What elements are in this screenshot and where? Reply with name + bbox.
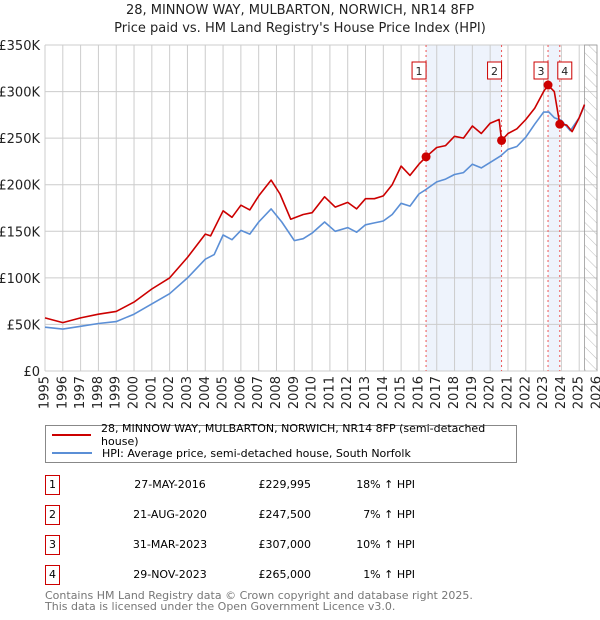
sale-label: 2 (491, 65, 498, 78)
sale-point (555, 119, 565, 129)
chart-subtitle: Price paid vs. HM Land Registry's House … (114, 21, 486, 36)
transaction-hpi: 1% ↑ HPI (363, 568, 415, 581)
transaction-number: 2 (45, 505, 60, 525)
transaction-row: 2 21-AUG-2020 £247,500 7% ↑ HPI (45, 505, 445, 525)
transaction-number: 1 (45, 475, 60, 495)
x-tick-label: 2024 (554, 376, 569, 409)
y-tick-label: £50K (7, 318, 41, 333)
sale-label: 3 (538, 65, 545, 78)
x-tick-label: 2022 (518, 376, 533, 409)
x-tick-label: 2000 (127, 376, 142, 409)
legend-swatch-blue (52, 452, 92, 454)
x-tick-label: 1998 (91, 376, 106, 409)
sale-period-shade (426, 45, 502, 371)
sale-point (421, 152, 431, 162)
series-line-hpi (44, 105, 586, 330)
sale-label: 1 (416, 65, 423, 78)
transaction-hpi: 7% ↑ HPI (363, 508, 415, 521)
transaction-hpi: 18% ↑ HPI (356, 478, 415, 491)
sale-label-box (411, 61, 427, 80)
x-tick-label: 2005 (216, 376, 231, 409)
x-tick-label: 2020 (483, 376, 498, 409)
transaction-date: 29-NOV-2023 (133, 568, 207, 581)
x-tick-label: 2017 (429, 376, 444, 409)
x-tick-label: 2011 (322, 376, 337, 409)
sale-point (543, 80, 553, 90)
x-tick-label: 2004 (198, 376, 213, 409)
x-tick-label: 2019 (465, 376, 480, 409)
transaction-number: 4 (45, 565, 60, 585)
sale-label-box (557, 61, 573, 80)
x-tick-label: 2016 (411, 376, 426, 409)
x-tick-label: 2014 (376, 376, 391, 409)
x-tick-label: 2015 (394, 376, 409, 409)
x-tick-label: 2013 (358, 376, 373, 409)
sale-label-box (487, 61, 503, 80)
footer-copyright: Contains HM Land Registry data © Crown c… (45, 589, 473, 602)
legend-label-hpi: HPI: Average price, semi-detached house,… (102, 446, 411, 460)
legend-item-property: 28, MINNOW WAY, MULBARTON, NORWICH, NR14… (52, 422, 516, 448)
y-tick-label: £0 (23, 365, 40, 380)
x-tick-label: 1995 (38, 376, 53, 409)
sale-label-box (533, 61, 549, 80)
transaction-price: £247,500 (258, 508, 312, 521)
series-line-property (44, 84, 586, 324)
legend-label-property: 28, MINNOW WAY, MULBARTON, NORWICH, NR14… (101, 422, 486, 448)
y-tick-label: £100K (0, 272, 40, 287)
x-tick-label: 2001 (144, 376, 159, 409)
x-tick-label: 2023 (536, 376, 551, 409)
footer-licence: This data is licensed under the Open Gov… (45, 600, 396, 613)
legend-item-hpi: HPI: Average price, semi-detached house,… (52, 444, 411, 462)
x-tick-label: 2021 (500, 376, 515, 409)
x-tick-label: 2006 (233, 376, 248, 409)
transaction-date: 21-AUG-2020 (133, 508, 207, 521)
x-tick-label: 2025 (572, 376, 587, 409)
x-tick-label: 2002 (162, 376, 177, 409)
x-tick-label: 2010 (305, 376, 320, 409)
x-tick-label: 2026 (590, 376, 600, 409)
y-tick-label: £250K (0, 132, 40, 147)
footer: Contains HM Land Registry data © Crown c… (45, 590, 473, 612)
transaction-price: £265,000 (258, 568, 312, 581)
transaction-price: £307,000 (258, 538, 312, 551)
sale-point (497, 135, 507, 145)
x-tick-label: 1996 (55, 376, 70, 409)
future-hatch-region (584, 44, 598, 372)
y-tick-label: £350K (0, 39, 40, 54)
sale-period-shade (548, 45, 560, 371)
x-tick-label: 2008 (269, 376, 284, 409)
x-tick-label: 2009 (287, 376, 302, 409)
y-tick-label: £200K (0, 179, 40, 194)
x-tick-label: 2012 (340, 376, 355, 409)
x-tick-label: 2007 (251, 376, 266, 409)
sale-label: 4 (561, 65, 568, 78)
y-tick-label: £300K (0, 86, 40, 101)
transaction-row: 1 27-MAY-2016 £229,995 18% ↑ HPI (45, 475, 445, 495)
x-tick-label: 2018 (447, 376, 462, 409)
x-tick-label: 1997 (73, 376, 88, 409)
legend: 28, MINNOW WAY, MULBARTON, NORWICH, NR14… (45, 422, 517, 463)
x-tick-label: 2003 (180, 376, 195, 409)
x-tick-label: 1999 (109, 376, 124, 409)
transaction-row: 3 31-MAR-2023 £307,000 10% ↑ HPI (45, 535, 445, 555)
transaction-date: 31-MAR-2023 (132, 538, 208, 551)
transaction-number: 3 (45, 535, 60, 555)
legend-swatch-red (52, 434, 92, 436)
transaction-date: 27-MAY-2016 (134, 478, 206, 491)
price-chart: £0 £50K £100K £150K £200K £250K £300K £350K 1995… (0, 39, 600, 409)
transaction-row: 4 29-NOV-2023 £265,000 1% ↑ HPI (45, 565, 445, 585)
transaction-price: £229,995 (258, 478, 312, 491)
y-tick-label: £150K (0, 225, 40, 240)
chart-title: 28, MINNOW WAY, MULBARTON, NORWICH, NR14… (125, 3, 475, 18)
transaction-hpi: 10% ↑ HPI (356, 538, 415, 551)
